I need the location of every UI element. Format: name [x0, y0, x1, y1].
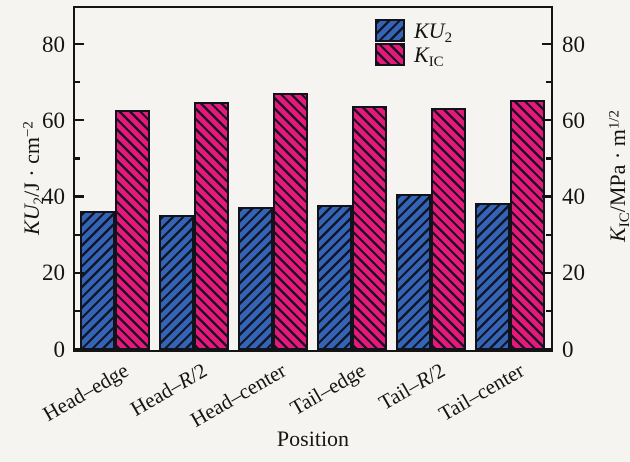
y-right-tick [542, 195, 551, 198]
y-left-tick [75, 157, 80, 160]
y-right-tick [546, 309, 551, 312]
x-tick-label-tail-center: Tail–center [434, 358, 528, 426]
legend: KU2 KIC [375, 18, 453, 71]
y-right-tick [542, 119, 551, 122]
x-axis-label: Position [276, 426, 350, 451]
bar-ku2-tail-edge [317, 205, 353, 350]
y-right-tick [542, 347, 551, 351]
x-tick-label-head-edge: Head–edge [38, 358, 133, 427]
bar-kic-tail-r-2 [431, 108, 467, 350]
bar-kic-head-edge [114, 109, 150, 350]
x-tick-label-tail-edge: Tail–edge [286, 358, 370, 421]
y-left-tick [75, 43, 84, 46]
bar-kic-tail-center [510, 100, 546, 350]
y-left-tick-label: 40 [42, 184, 65, 210]
legend-label-ku2: KU2 [414, 18, 453, 47]
y-axis-right-label: KIC/MPa · m1/2 [604, 16, 630, 336]
bar-ku2-head-r-2 [158, 214, 194, 350]
legend-swatch-kic [375, 43, 405, 66]
y-left-tick [75, 309, 80, 312]
bar-ku2-tail-center [475, 203, 511, 350]
y-right-tick [542, 271, 551, 274]
y-left-tick [75, 81, 80, 84]
y-left-tick [75, 347, 84, 351]
bar-kic-tail-edge [352, 106, 388, 350]
bar-kic-head-center [272, 92, 308, 350]
y-right-label-subscript: IC [617, 212, 630, 228]
y-right-tick [546, 233, 551, 236]
y-right-tick-label: 20 [562, 260, 585, 286]
legend-swatch-ku2 [375, 19, 405, 42]
legend-item-ku2: KU2 [375, 18, 453, 47]
y-axis-left-label: KU2/J · cm−2 [18, 18, 47, 338]
bar-ku2-tail-r-2 [396, 193, 432, 350]
y-left-tick-label: 20 [42, 260, 65, 286]
y-left-tick [75, 233, 80, 236]
bar-kic-head-r-2 [193, 102, 229, 350]
bar-ku2-head-edge [79, 210, 115, 350]
y-right-tick [542, 43, 551, 46]
y-right-tick [546, 81, 551, 84]
legend-label-kic: KIC [414, 42, 444, 71]
y-right-tick-label: 40 [562, 184, 585, 210]
y-left-tick [75, 119, 84, 122]
y-right-tick-label: 0 [562, 336, 574, 362]
y-right-tick [546, 157, 551, 160]
y-left-tick [75, 195, 84, 198]
y-right-tick-label: 80 [562, 31, 585, 57]
y-right-label-symbol: K [605, 227, 630, 242]
y-left-tick-label: 80 [42, 31, 65, 57]
y-left-tick-label: 0 [53, 336, 66, 362]
y-right-tick-label: 60 [562, 107, 585, 133]
y-left-tick [75, 271, 84, 274]
y-left-tick-label: 60 [42, 107, 65, 133]
plot-area [73, 6, 553, 352]
legend-item-kic: KIC [375, 42, 452, 71]
bar-ku2-head-center [237, 207, 273, 350]
